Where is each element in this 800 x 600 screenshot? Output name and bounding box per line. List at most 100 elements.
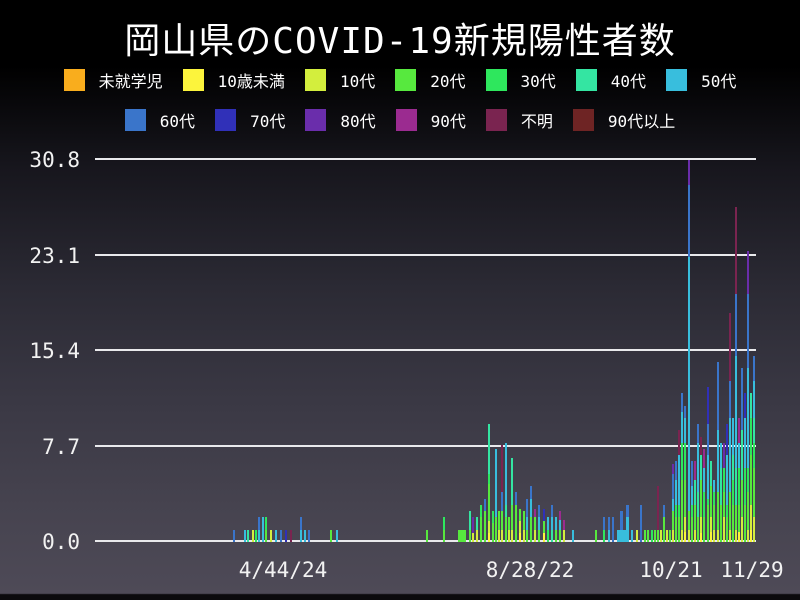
bar-segment-50代 [703, 467, 705, 493]
bar-segment-60代 [233, 529, 235, 542]
bar-segment-40代 [551, 529, 553, 542]
bar [612, 517, 614, 542]
bar-segment-10代 [472, 533, 474, 542]
bar-segment-60代 [530, 486, 532, 499]
legend-swatch-icon [485, 69, 507, 91]
bar [492, 511, 494, 542]
bar-segment-50代 [559, 519, 561, 530]
bar-segment-20代 [744, 504, 746, 542]
legend-swatch-icon [485, 109, 507, 131]
bar-segment-40代 [753, 418, 755, 443]
bar-segment-60代 [620, 511, 623, 530]
bar-segment-10歳未満 [710, 532, 712, 542]
legend-swatch-icon [63, 69, 85, 91]
bar-segment-60代 [608, 517, 610, 530]
bar-segment-10代 [723, 517, 725, 542]
bar-segment-30代 [488, 473, 490, 484]
bar-segment-20代 [458, 529, 466, 542]
bar [663, 504, 665, 542]
bar-segment-30代 [732, 480, 734, 505]
chart-title: 岡山県のCOVID-19新規陽性者数 [124, 21, 676, 62]
bar-segment-60代 [515, 492, 517, 505]
bar-segment-不明 [657, 486, 659, 530]
bar [330, 529, 332, 542]
bar-segment-90代 [563, 519, 565, 530]
legend-label: 70代 [250, 112, 286, 131]
bar [684, 405, 686, 542]
bar-segment-60代 [640, 504, 642, 542]
bar [265, 517, 267, 542]
legend-swatch-icon [304, 69, 326, 91]
bar-segment-40代 [488, 424, 490, 474]
bar-segment-10代 [710, 517, 712, 533]
bar-segment-40代 [750, 393, 752, 419]
bar [262, 517, 264, 542]
bar-segment-30代 [603, 529, 605, 542]
bar-segment-30代 [651, 529, 653, 542]
bar-segment-60代 [258, 517, 260, 530]
bar-segment-40代 [247, 529, 249, 542]
bar-segment-30代 [738, 467, 740, 505]
bar-segment-70代 [707, 387, 709, 425]
legend-item-90代: 90代 [395, 108, 466, 132]
bar [511, 457, 513, 542]
bar-segment-40代 [710, 461, 712, 487]
bar-segment-20代 [681, 480, 683, 530]
bar-segment-20代 [480, 517, 482, 542]
bar-segment-60代 [691, 461, 693, 487]
bar [660, 529, 662, 542]
bar [723, 442, 725, 542]
bar [640, 504, 642, 542]
bar [547, 517, 549, 542]
bar [651, 529, 653, 542]
bar-segment-20代 [707, 504, 709, 542]
bar-segment-50代 [713, 480, 715, 493]
y-axis-tick-label: 30.8 [29, 148, 80, 173]
bar-segment-10代 [729, 529, 731, 542]
bar-segment-40代 [720, 467, 722, 505]
legend-item-30代: 30代 [485, 68, 556, 92]
bar [233, 529, 235, 542]
bar [426, 529, 428, 542]
bar-segment-20代 [657, 529, 659, 542]
bar-segment-10代 [735, 529, 737, 542]
gridline [95, 540, 756, 542]
bar-segment-60代 [717, 362, 719, 431]
bar-segment-60代 [551, 504, 553, 518]
bar-segment-50代 [735, 356, 737, 468]
bar-segment-20代 [515, 504, 517, 542]
legend-item-60代: 60代 [124, 108, 195, 132]
bar [713, 480, 715, 542]
bar-segment-60代 [538, 504, 540, 518]
bar-segment-60代 [308, 529, 310, 542]
bar [258, 517, 260, 542]
gridline [95, 444, 756, 447]
bar-segment-80代 [672, 463, 674, 474]
bar-segment-70代 [744, 393, 746, 419]
bar-segment-10歳未満 [519, 533, 521, 542]
bar-segment-不明 [735, 207, 737, 295]
bar-segment-50代 [623, 529, 626, 542]
bar-segment-20代 [684, 480, 686, 518]
bar-segment-20代 [703, 517, 705, 542]
bar-segment-30代 [265, 517, 267, 530]
legend-label: 50代 [701, 72, 737, 91]
bar [270, 529, 272, 542]
bar-segment-50代 [675, 480, 677, 505]
bar [523, 511, 525, 542]
y-axis-tick-label: 0.0 [42, 530, 80, 554]
bar-segment-20代 [443, 529, 445, 542]
bar [672, 463, 674, 542]
bar-segment-20代 [700, 480, 702, 518]
bar-segment-10代 [534, 529, 536, 542]
bar [738, 418, 740, 542]
bar-segment-20代 [530, 517, 532, 542]
bar-segment-60代 [688, 184, 690, 257]
bar [669, 529, 671, 542]
bar-segment-50代 [681, 411, 683, 443]
bar-segment-10代 [700, 517, 702, 534]
bar [729, 312, 731, 542]
bar [300, 517, 302, 542]
plot-area [95, 159, 756, 542]
bar-segment-80代 [747, 250, 749, 295]
